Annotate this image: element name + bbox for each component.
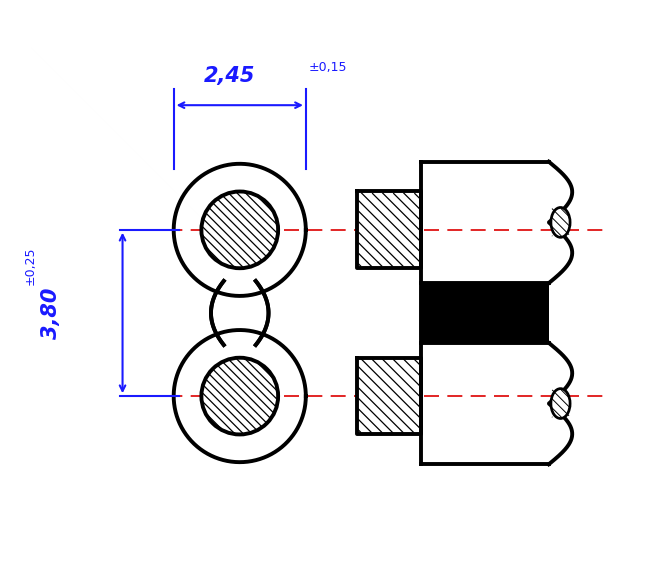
Ellipse shape bbox=[551, 388, 570, 418]
Bar bbox=[357, 358, 421, 435]
Text: 3,80: 3,80 bbox=[41, 287, 61, 339]
Bar bbox=[421, 343, 549, 464]
Ellipse shape bbox=[551, 208, 570, 238]
Circle shape bbox=[174, 164, 306, 296]
Bar bbox=[357, 191, 421, 268]
Circle shape bbox=[202, 191, 278, 268]
Bar bbox=[421, 162, 549, 283]
Text: ±0,15: ±0,15 bbox=[309, 61, 348, 75]
Circle shape bbox=[174, 330, 306, 462]
Bar bbox=[421, 283, 549, 343]
Bar bbox=[192, 279, 288, 347]
Circle shape bbox=[202, 358, 278, 435]
Text: 2,45: 2,45 bbox=[203, 66, 255, 87]
Text: ±0,25: ±0,25 bbox=[23, 247, 36, 286]
